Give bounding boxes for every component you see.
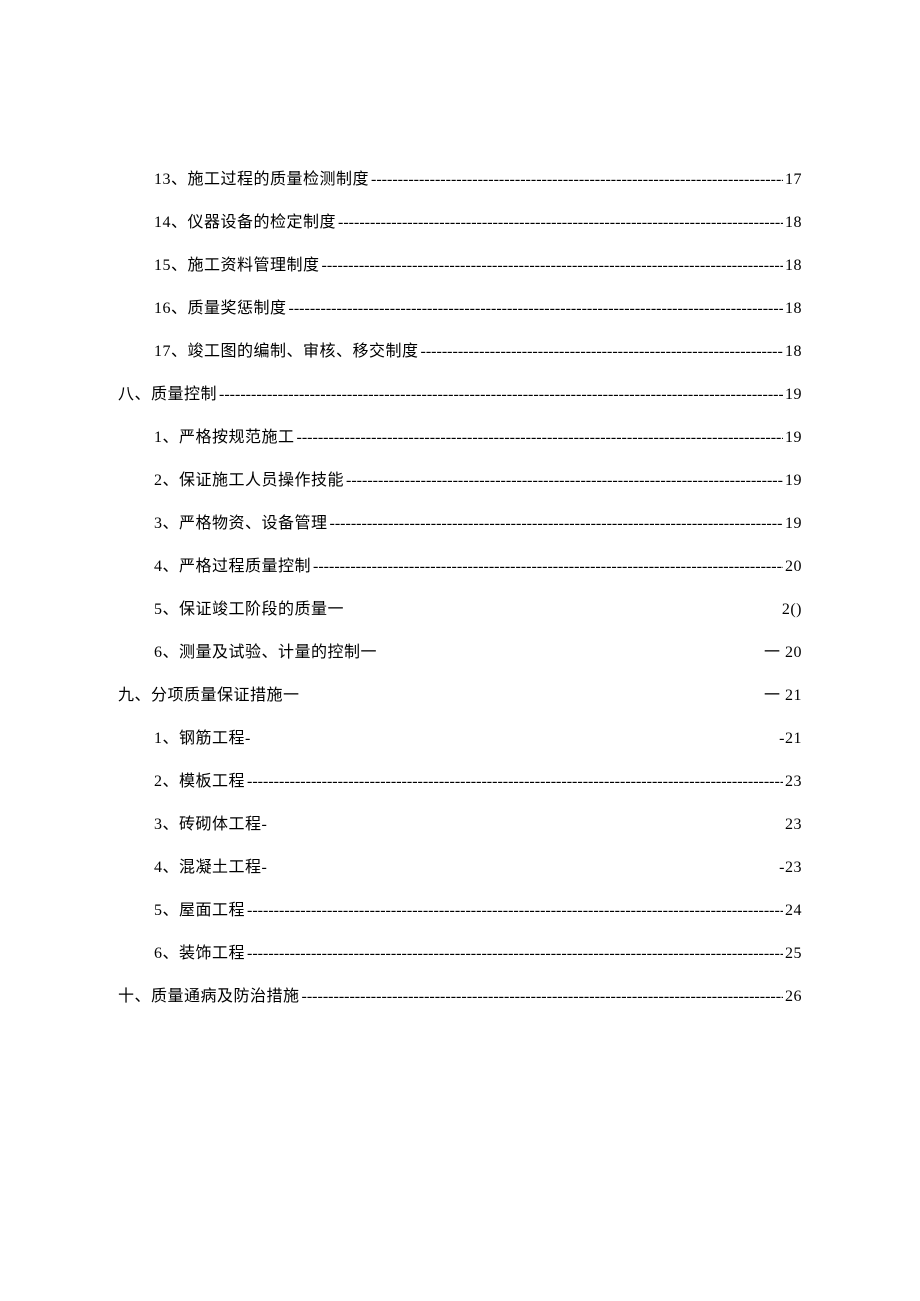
- toc-label: 4、严格过程质量控制: [154, 552, 311, 576]
- toc-page-number: 19: [785, 515, 802, 533]
- toc-line: 16、质量奖惩制度 ------------------------------…: [118, 294, 802, 318]
- toc-page-number: 18: [785, 257, 802, 275]
- toc-page-number: 一 21: [764, 681, 802, 705]
- toc-line: 3、严格物资、设备管理 ----------------------------…: [118, 509, 802, 533]
- toc-line: 3、砖砌体工程- 23: [118, 810, 802, 834]
- toc-line: 4、混凝土工程- -23: [118, 853, 802, 877]
- toc-leader: ----------------------------------------…: [247, 902, 783, 920]
- toc-page-number: 18: [785, 300, 802, 318]
- toc-leader: ----------------------------------------…: [302, 988, 783, 1006]
- toc-leader: ----------------------------------------…: [297, 429, 783, 447]
- toc-page-number: -21: [779, 730, 802, 748]
- toc-page-number: 19: [785, 472, 802, 490]
- toc-page-number: 18: [785, 214, 802, 232]
- toc-leader: ----------------------------------------…: [322, 257, 783, 275]
- toc-label: 4、混凝土工程-: [154, 853, 267, 877]
- toc-page-number: 18: [785, 343, 802, 361]
- toc-page-number: 23: [785, 773, 802, 791]
- toc-label: 八、质量控制: [118, 380, 217, 404]
- toc-leader: ----------------------------------------…: [346, 472, 783, 490]
- toc-leader: ----------------------------------------…: [219, 386, 783, 404]
- toc-label: 16、质量奖惩制度: [154, 294, 287, 318]
- toc-page-number: 25: [785, 945, 802, 963]
- toc-leader: ----------------------------------------…: [371, 171, 783, 189]
- toc-page-number: 19: [785, 386, 802, 404]
- toc-label: 2、模板工程: [154, 767, 245, 791]
- toc-label: 13、施工过程的质量检测制度: [154, 165, 369, 189]
- toc-label: 15、施工资料管理制度: [154, 251, 320, 275]
- toc-page-number: 20: [785, 558, 802, 576]
- toc-page-number: 19: [785, 429, 802, 447]
- toc-leader: ----------------------------------------…: [247, 773, 783, 791]
- toc-line: 十、质量通病及防治措施-----------------------------…: [118, 982, 802, 1006]
- toc-label: 2、保证施工人员操作技能: [154, 466, 344, 490]
- toc-line: 13、施工过程的质量检测制度 -------------------------…: [118, 165, 802, 189]
- toc-page-number: -23: [779, 859, 802, 877]
- toc-label: 17、竣工图的编制、审核、移交制度: [154, 337, 419, 361]
- toc-line: 2、模板工程 ---------------------------------…: [118, 767, 802, 791]
- toc-line: 5、保证竣工阶段的质量一 2(): [118, 595, 802, 619]
- toc-page-number: 23: [785, 816, 802, 834]
- toc-page-number: 2(): [782, 601, 802, 619]
- toc-page-number: 17: [785, 171, 802, 189]
- toc-line: 15、施工资料管理制度 ----------------------------…: [118, 251, 802, 275]
- toc-label: 1、严格按规范施工: [154, 423, 295, 447]
- toc-page-number: 24: [785, 902, 802, 920]
- toc-label: 3、砖砌体工程-: [154, 810, 267, 834]
- toc-leader: ----------------------------------------…: [313, 558, 783, 576]
- toc-line: 1、严格按规范施工 ------------------------------…: [118, 423, 802, 447]
- toc-line: 6、装饰工程 ---------------------------------…: [118, 939, 802, 963]
- toc-line: 九、分项质量保证措施一 一 21: [118, 681, 802, 705]
- toc-leader: ----------------------------------------…: [247, 945, 783, 963]
- toc-line: 5、屋面工程 ---------------------------------…: [118, 896, 802, 920]
- toc-label: 十、质量通病及防治措施: [118, 982, 300, 1006]
- toc-container: 13、施工过程的质量检测制度 -------------------------…: [0, 0, 920, 1006]
- toc-line: 17、竣工图的编制、审核、移交制度 ----------------------…: [118, 337, 802, 361]
- toc-label: 九、分项质量保证措施一: [118, 681, 300, 705]
- toc-label: 6、装饰工程: [154, 939, 245, 963]
- toc-line: 2、保证施工人员操作技能 ---------------------------…: [118, 466, 802, 490]
- toc-leader: ----------------------------------------…: [289, 300, 783, 318]
- toc-label: 1、钢筋工程-: [154, 724, 251, 748]
- toc-page-number: 26: [785, 988, 802, 1006]
- toc-label: 14、仪器设备的检定制度: [154, 208, 336, 232]
- toc-label: 5、保证竣工阶段的质量一: [154, 595, 344, 619]
- toc-label: 6、测量及试验、计量的控制一: [154, 638, 377, 662]
- toc-line: 1、钢筋工程- -21: [118, 724, 802, 748]
- toc-line: 6、测量及试验、计量的控制一 一 20: [118, 638, 802, 662]
- toc-line: 八、质量控制----------------------------------…: [118, 380, 802, 404]
- toc-leader: ----------------------------------------…: [330, 515, 783, 533]
- toc-label: 5、屋面工程: [154, 896, 245, 920]
- toc-page-number: 一 20: [764, 638, 802, 662]
- toc-leader: ----------------------------------------…: [421, 343, 783, 361]
- toc-label: 3、严格物资、设备管理: [154, 509, 328, 533]
- toc-line: 4、严格过程质量控制 -----------------------------…: [118, 552, 802, 576]
- toc-leader: ----------------------------------------…: [338, 214, 783, 232]
- toc-line: 14、仪器设备的检定制度 ---------------------------…: [118, 208, 802, 232]
